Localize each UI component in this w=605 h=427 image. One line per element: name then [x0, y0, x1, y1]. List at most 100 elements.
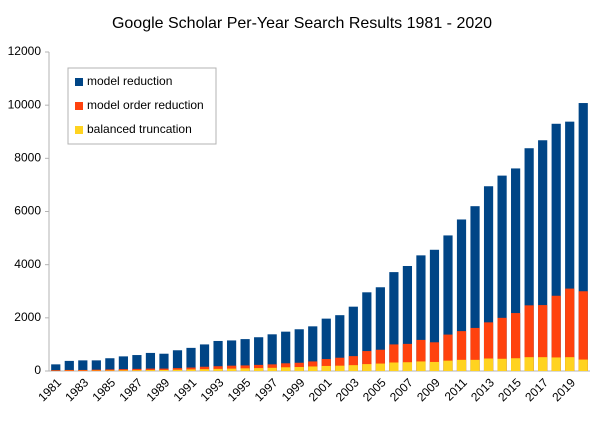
- bar: [551, 357, 561, 371]
- y-tick-label: 12000: [8, 44, 42, 58]
- bar: [186, 369, 196, 371]
- bar: [254, 368, 264, 371]
- bar: [456, 331, 467, 371]
- bar: [375, 287, 385, 371]
- bar: [551, 295, 561, 371]
- bar: [294, 362, 304, 371]
- x-tick-label: 2005: [360, 375, 389, 404]
- bar: [362, 364, 372, 371]
- x-tick-label: 2013: [468, 375, 497, 404]
- legend-box: [67, 67, 217, 145]
- bar: [51, 370, 61, 371]
- bar: [105, 358, 115, 371]
- bar: [524, 305, 534, 371]
- bar: [267, 367, 277, 371]
- x-tick-label: 2017: [522, 375, 551, 404]
- bar: [538, 305, 548, 371]
- bar: [335, 315, 345, 371]
- bar: [456, 219, 467, 371]
- bar: [294, 329, 304, 371]
- bar: [402, 343, 413, 371]
- bar: [524, 148, 534, 371]
- bar: [145, 370, 156, 371]
- bar: [348, 365, 358, 371]
- bar: [470, 359, 480, 371]
- bar: [402, 265, 413, 371]
- bar: [578, 103, 588, 371]
- bar: [240, 339, 250, 371]
- bar: [118, 369, 128, 371]
- bar: [389, 362, 399, 371]
- chart-title: Google Scholar Per-Year Search Results 1…: [112, 15, 492, 32]
- bar: [578, 359, 588, 371]
- bar: [64, 360, 74, 371]
- bar: [443, 235, 453, 371]
- bar: [118, 370, 128, 371]
- bar: [267, 334, 277, 371]
- bar: [578, 291, 588, 371]
- bar: [199, 366, 210, 371]
- bar: [443, 360, 453, 371]
- bar: [267, 364, 277, 371]
- x-tick-label: 2011: [442, 375, 470, 403]
- bar: [483, 358, 494, 371]
- bar: [416, 255, 426, 371]
- bar: [483, 322, 494, 371]
- bar: [497, 358, 507, 371]
- bar: [511, 168, 521, 371]
- bar: [321, 318, 331, 371]
- bar: [105, 370, 115, 371]
- bar: [118, 356, 128, 371]
- bar: [497, 317, 507, 371]
- y-tick-label: 0: [34, 363, 41, 377]
- bar: [199, 369, 210, 371]
- bar: [308, 366, 318, 371]
- bar: [145, 368, 156, 371]
- bar: [132, 355, 142, 371]
- bar: [375, 363, 385, 371]
- bar: [348, 356, 358, 371]
- legend-label: model order reduction: [87, 98, 204, 112]
- bar: [159, 353, 169, 371]
- y-tick-label: 6000: [14, 204, 41, 218]
- y-tick-label: 4000: [14, 257, 41, 271]
- bar: [294, 367, 304, 371]
- bar: [402, 362, 413, 371]
- bar: [145, 352, 156, 371]
- x-tick-label: 1983: [62, 375, 91, 404]
- bar: [362, 292, 372, 371]
- x-tick-label: 1989: [144, 375, 173, 404]
- bar: [226, 365, 237, 371]
- x-tick-label: 2003: [333, 375, 362, 404]
- bar: [105, 369, 115, 371]
- bar: [226, 368, 237, 371]
- bar: [51, 364, 61, 371]
- bar: [389, 344, 399, 371]
- bar: [308, 361, 318, 371]
- bar: [186, 347, 196, 371]
- bar: [335, 357, 345, 371]
- bar: [565, 288, 575, 371]
- bar: [551, 123, 561, 372]
- bar: [511, 313, 521, 371]
- bar: [538, 357, 548, 371]
- x-tick-label: 1981: [35, 375, 64, 404]
- x-tick-label: 2007: [387, 375, 416, 404]
- bar: [470, 327, 480, 371]
- legend-label: model reduction: [87, 74, 172, 88]
- bar: [159, 369, 169, 371]
- bar: [254, 337, 264, 371]
- legend-swatch: [75, 78, 83, 86]
- bar: [213, 366, 223, 371]
- bar: [429, 249, 440, 371]
- bar: [565, 357, 575, 371]
- bar: [186, 367, 196, 371]
- bar: [511, 358, 521, 371]
- bar: [308, 326, 318, 371]
- y-tick-label: 8000: [14, 151, 41, 165]
- bar: [362, 351, 372, 371]
- bar: [213, 368, 223, 371]
- bar: [78, 360, 88, 371]
- legend-label: balanced truncation: [87, 122, 192, 136]
- x-tick-label: 1991: [171, 375, 200, 404]
